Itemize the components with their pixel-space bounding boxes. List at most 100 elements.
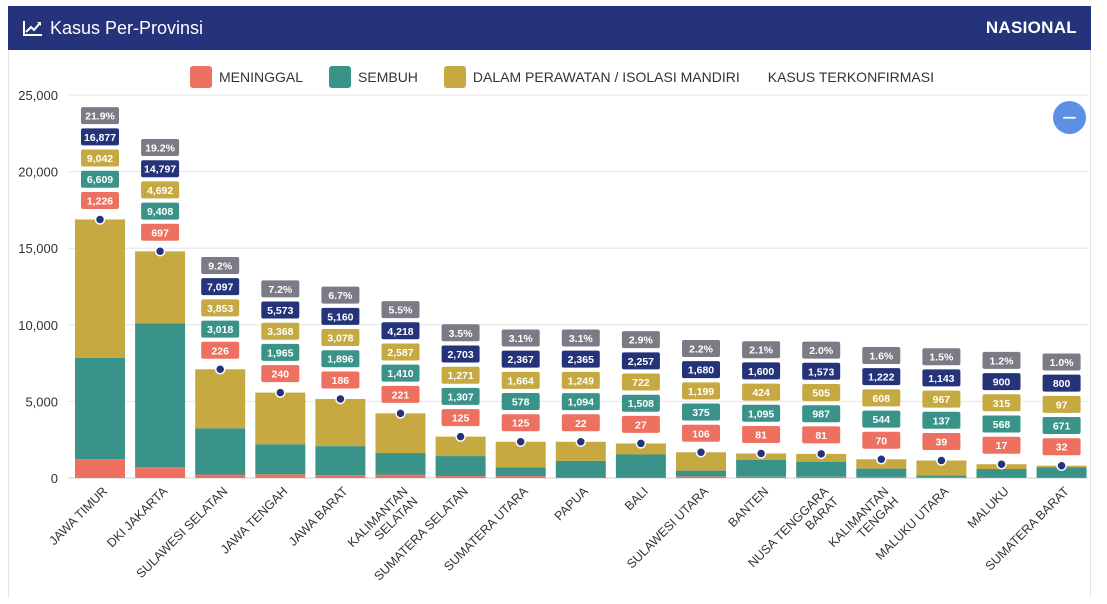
label-perawatan: 315 <box>993 398 1011 410</box>
label-percent-box <box>81 107 119 125</box>
header-title-group: Kasus Per-Provinsi <box>22 6 203 50</box>
label-perawatan: 722 <box>632 377 650 389</box>
bar-segment-perawatan <box>375 413 426 454</box>
bar-segment-meninggal <box>135 467 186 478</box>
label-percent: 3.1% <box>569 333 594 345</box>
label-meninggal-box <box>802 426 841 444</box>
label-perawatan-box <box>261 322 300 340</box>
label-sembuh: 1,307 <box>447 391 473 403</box>
x-tick-label: BALI <box>622 484 651 513</box>
label-perawatan-box <box>682 382 720 400</box>
bar-segment-perawatan <box>195 369 246 429</box>
bar-segment-perawatan <box>75 219 125 358</box>
line-chart-icon <box>23 21 42 36</box>
point-terkonfirmasi <box>876 454 887 465</box>
label-perawatan: 424 <box>752 387 770 399</box>
label-sembuh: 987 <box>812 409 830 421</box>
label-meninggal: 39 <box>936 436 948 448</box>
label-percent-box <box>201 256 240 274</box>
label-sembuh-box <box>982 415 1021 433</box>
label-meninggal: 240 <box>272 369 290 381</box>
label-perawatan-box <box>81 149 119 167</box>
label-meninggal: 70 <box>875 435 887 447</box>
label-meninggal: 81 <box>815 430 827 442</box>
label-sembuh-box <box>261 343 300 361</box>
label-terkonfirmasi: 1,222 <box>868 372 894 384</box>
bar-segment-meninggal <box>375 474 426 478</box>
label-meninggal-box <box>561 414 600 432</box>
bar-segment-perawatan <box>315 398 366 447</box>
label-meninggal-box <box>621 415 660 433</box>
label-perawatan-box <box>862 389 901 407</box>
label-perawatan-box <box>381 343 420 361</box>
label-sembuh-box <box>862 410 901 428</box>
label-percent-box <box>441 324 480 342</box>
label-terkonfirmasi-box <box>742 362 781 380</box>
zoom-out-button[interactable]: − <box>1053 101 1086 134</box>
label-percent: 3.5% <box>449 328 474 340</box>
label-perawatan-box <box>141 181 180 199</box>
label-perawatan: 608 <box>873 393 891 405</box>
label-terkonfirmasi: 14,797 <box>144 164 176 176</box>
label-terkonfirmasi-box <box>441 345 480 363</box>
label-meninggal-box <box>381 385 420 403</box>
label-percent: 2.2% <box>689 343 714 355</box>
legend-item-meninggal[interactable]: MENINGGAL <box>190 66 303 88</box>
bar-segment-sembuh <box>976 469 1027 478</box>
x-tick-label-line: JAWA BARAT <box>286 484 351 549</box>
legend-item-perawatan[interactable]: DALAM PERAWATAN / ISOLASI MANDIRI <box>443 66 740 88</box>
bar-segment-sembuh <box>195 428 246 475</box>
bar-segment-sembuh <box>916 475 967 478</box>
label-percent: 1.5% <box>929 352 954 364</box>
x-tick-label-line: BALI <box>622 484 651 513</box>
label-perawatan: 505 <box>812 388 830 400</box>
label-meninggal-box <box>982 436 1021 454</box>
legend-label-perawatan: DALAM PERAWATAN / ISOLASI MANDIRI <box>472 69 740 85</box>
label-terkonfirmasi-box <box>261 301 300 319</box>
label-percent-box <box>381 301 420 319</box>
label-meninggal-box <box>141 223 180 241</box>
x-tick-label: PAPUA <box>552 484 592 524</box>
bar-segment-sembuh <box>615 454 666 478</box>
point-terkonfirmasi <box>575 436 587 448</box>
label-terkonfirmasi-box <box>621 352 660 370</box>
label-percent-box <box>802 341 841 359</box>
label-percent: 9.2% <box>208 260 233 272</box>
label-terkonfirmasi: 1,143 <box>928 373 954 385</box>
point-terkonfirmasi <box>335 393 346 405</box>
label-sembuh-box <box>81 170 119 188</box>
bar-segment-sembuh <box>856 468 907 477</box>
point-terkonfirmasi <box>455 431 466 442</box>
label-terkonfirmasi: 2,703 <box>447 349 473 361</box>
y-tick-label: 0 <box>51 471 58 486</box>
label-perawatan: 9,042 <box>87 153 113 165</box>
label-meninggal: 27 <box>635 419 647 431</box>
label-meninggal: 32 <box>1056 442 1068 454</box>
label-terkonfirmasi-box <box>1042 374 1081 392</box>
label-percent-box <box>862 346 901 364</box>
label-meninggal-box <box>682 424 720 442</box>
label-terkonfirmasi: 1,600 <box>748 366 774 378</box>
label-sembuh: 1,508 <box>628 398 654 410</box>
legend-item-terkonfirmasi[interactable]: KASUS TERKONFIRMASI <box>768 69 934 85</box>
header-title: Kasus Per-Provinsi <box>50 17 204 38</box>
label-perawatan-box <box>621 373 660 391</box>
label-meninggal-box <box>321 371 360 389</box>
label-perawatan: 3,853 <box>207 303 233 315</box>
bar-segment-meninggal <box>856 476 907 478</box>
bar-segment-perawatan <box>615 443 666 455</box>
label-terkonfirmasi-box <box>682 361 720 379</box>
bar-segment-meninggal <box>195 474 246 478</box>
bar-segment-sembuh <box>435 456 486 477</box>
label-sembuh: 3,018 <box>207 324 233 336</box>
bar-segment-meninggal <box>75 459 125 478</box>
bar-segment-meninggal <box>315 475 366 478</box>
bar-segment-perawatan <box>435 436 486 457</box>
x-tick-label: JAWA TIMUR <box>47 484 111 548</box>
label-perawatan: 3,078 <box>327 333 353 345</box>
label-perawatan-box <box>742 383 781 401</box>
label-sembuh: 568 <box>993 419 1011 431</box>
legend-item-sembuh[interactable]: SEMBUH <box>329 66 418 88</box>
label-sembuh-box <box>742 404 781 422</box>
